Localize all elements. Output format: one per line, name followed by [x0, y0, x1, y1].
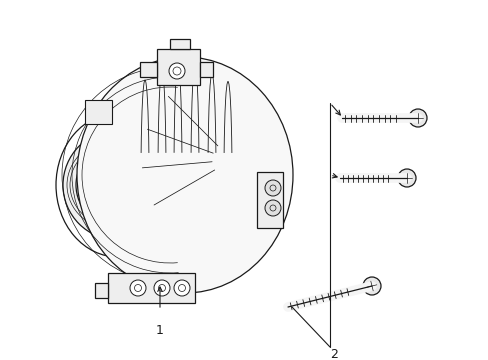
Polygon shape [157, 49, 200, 85]
Circle shape [408, 109, 426, 127]
Circle shape [100, 167, 136, 203]
Polygon shape [95, 283, 108, 298]
Circle shape [264, 180, 281, 196]
Circle shape [397, 169, 415, 187]
Ellipse shape [77, 57, 292, 293]
Circle shape [362, 277, 380, 295]
Polygon shape [108, 273, 195, 303]
Polygon shape [170, 39, 190, 49]
Text: 2: 2 [329, 348, 337, 360]
Circle shape [264, 200, 281, 216]
Circle shape [169, 63, 184, 79]
Polygon shape [200, 62, 213, 77]
Polygon shape [257, 172, 283, 228]
Circle shape [63, 130, 173, 240]
Ellipse shape [56, 113, 180, 257]
Circle shape [174, 280, 190, 296]
Polygon shape [85, 100, 112, 124]
Circle shape [130, 280, 146, 296]
Polygon shape [140, 62, 157, 77]
Circle shape [88, 155, 148, 215]
Circle shape [76, 143, 160, 227]
Text: 1: 1 [156, 324, 163, 337]
Circle shape [154, 280, 170, 296]
